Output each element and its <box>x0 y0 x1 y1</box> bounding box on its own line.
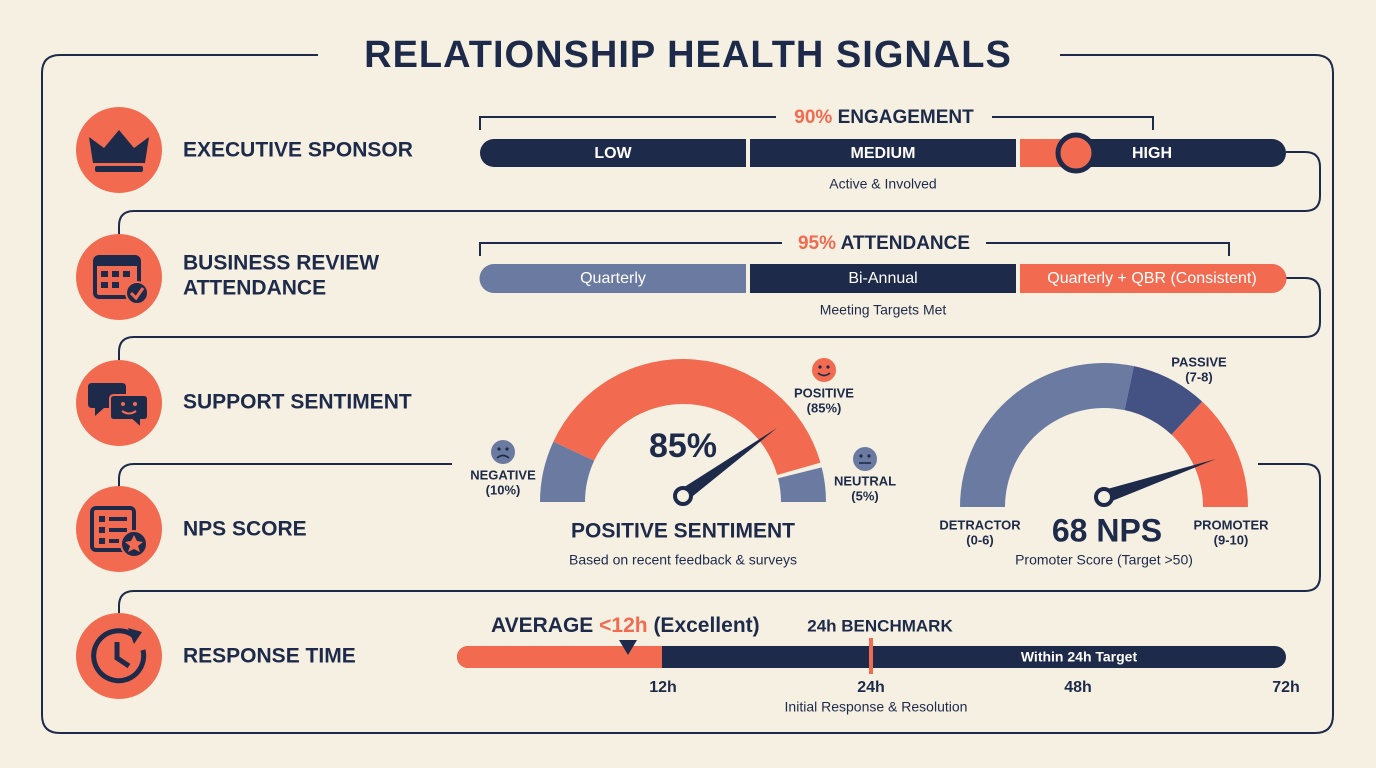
row-label: EXECUTIVE SPONSOR <box>183 139 413 162</box>
caption: Initial Response & Resolution <box>785 699 968 715</box>
face-icon <box>812 358 836 382</box>
connector <box>118 463 452 487</box>
needle <box>1100 459 1216 503</box>
headline-text: ATTENDANCE <box>841 233 970 254</box>
segment-name: NEUTRAL <box>834 473 896 488</box>
segment-name: DETRACTOR <box>939 517 1021 532</box>
face-icon <box>491 440 515 464</box>
headline-value: 95% <box>798 233 836 254</box>
average-suffix: (Excellent) <box>653 614 759 637</box>
gauge-segment <box>540 441 595 502</box>
segment-label: LOW <box>594 145 632 162</box>
caption: Active & Involved <box>829 176 936 192</box>
gauge-value: 68 NPS <box>1052 512 1162 548</box>
segment-share: (10%) <box>486 482 521 497</box>
segment-name: NEGATIVE <box>470 467 536 482</box>
connector <box>118 277 1321 360</box>
row-label: RESPONSE TIME <box>183 645 356 668</box>
gauge-segment <box>960 363 1134 507</box>
gauge-title: POSITIVE SENTIMENT <box>571 520 795 543</box>
tick-label: 72h <box>1272 679 1300 696</box>
segment-label: Quarterly + QBR (Consistent) <box>1047 270 1256 287</box>
benchmark-label: 24h BENCHMARK <box>807 616 953 635</box>
caption: Based on recent feedback & surveys <box>569 552 797 568</box>
segment-name: POSITIVE <box>794 385 854 400</box>
row-label: ATTENDANCE <box>183 277 326 300</box>
nps-gauge <box>960 363 1248 507</box>
headline-text: ENGAGEMENT <box>838 107 975 128</box>
icon-clock <box>76 613 162 699</box>
row-label: BUSINESS REVIEW <box>183 252 379 275</box>
average-prefix: AVERAGE <box>491 614 593 637</box>
frequency-bar <box>479 264 1287 293</box>
row-label: NPS SCORE <box>183 518 307 541</box>
segment-name: PROMOTER <box>1193 517 1269 532</box>
frame <box>41 54 1334 734</box>
segment-range: (0-6) <box>966 532 993 547</box>
gauge-value: 85% <box>649 427 717 465</box>
segment-label: HIGH <box>1132 145 1172 162</box>
tick-label: 48h <box>1064 679 1092 696</box>
headline-value: 90% <box>794 107 832 128</box>
tick-label: 24h <box>857 679 885 696</box>
gauge-segment <box>778 467 826 502</box>
icon-chat <box>76 360 162 446</box>
level-bar <box>480 132 1286 174</box>
bar-label: Within 24h Target <box>1021 649 1138 665</box>
connector <box>118 151 1321 234</box>
headline: 95% ATTENDANCE <box>798 233 970 254</box>
face-icon <box>853 447 877 471</box>
needle <box>678 428 777 500</box>
segment-share: (85%) <box>807 400 842 415</box>
segment-share: (5%) <box>851 488 878 503</box>
icon-calendar <box>76 234 162 320</box>
bracket <box>479 242 1230 256</box>
average-label: AVERAGE <12h (Excellent) <box>491 614 760 637</box>
sentiment-gauge <box>540 359 826 502</box>
segment-range: (7-8) <box>1185 369 1212 384</box>
bracket <box>479 116 1154 130</box>
headline: 90% ENGAGEMENT <box>794 107 974 128</box>
tick-label: 12h <box>649 679 677 696</box>
needle-hub <box>1094 487 1114 507</box>
icon-crown <box>76 107 162 193</box>
needle-hub <box>673 486 693 506</box>
average-value: <12h <box>599 614 647 637</box>
row-label: SUPPORT SENTIMENT <box>183 391 412 414</box>
connector <box>118 463 1321 614</box>
segment-range: (9-10) <box>1214 532 1249 547</box>
page-title: RELATIONSHIP HEALTH SIGNALS <box>364 34 1012 76</box>
response-bar <box>457 638 1286 674</box>
icon-checklist <box>76 486 162 572</box>
gauge-segment <box>1124 366 1203 435</box>
segment-name: PASSIVE <box>1171 354 1227 369</box>
caption: Meeting Targets Met <box>820 302 947 318</box>
caption: Promoter Score (Target >50) <box>1015 552 1193 568</box>
gauge-segment <box>553 359 821 475</box>
segment-label: Quarterly <box>580 270 646 287</box>
segment-label: MEDIUM <box>851 145 916 162</box>
gauge-segment <box>1171 401 1248 507</box>
segment-label: Bi-Annual <box>848 270 917 287</box>
